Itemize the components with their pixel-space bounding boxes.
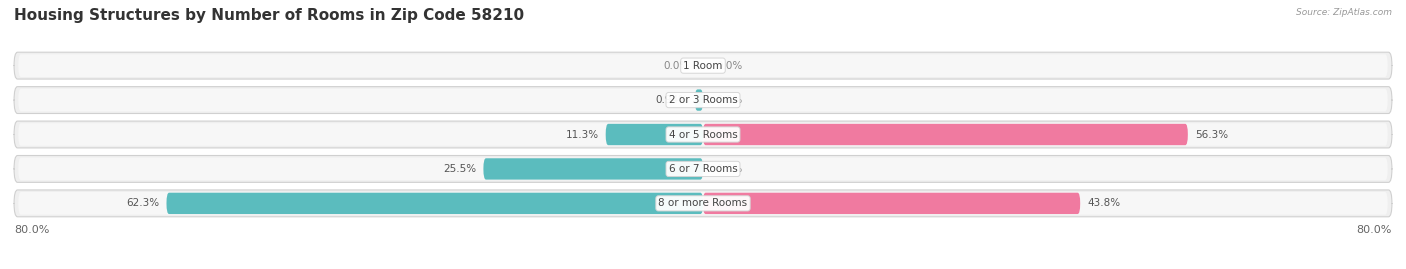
Text: Source: ZipAtlas.com: Source: ZipAtlas.com [1296,8,1392,17]
Text: 1 Room: 1 Room [683,61,723,71]
FancyBboxPatch shape [18,54,1388,77]
Text: 4 or 5 Rooms: 4 or 5 Rooms [669,129,737,140]
FancyBboxPatch shape [14,190,1392,217]
Text: 43.8%: 43.8% [1087,198,1121,208]
FancyBboxPatch shape [484,158,703,180]
FancyBboxPatch shape [18,158,1388,180]
Text: 6 or 7 Rooms: 6 or 7 Rooms [669,164,737,174]
Text: 11.3%: 11.3% [565,129,599,140]
FancyBboxPatch shape [18,89,1388,111]
FancyBboxPatch shape [695,89,703,111]
Text: 80.0%: 80.0% [14,225,49,235]
FancyBboxPatch shape [703,193,1080,214]
FancyBboxPatch shape [166,193,703,214]
Text: 80.0%: 80.0% [1357,225,1392,235]
Text: 0.94%: 0.94% [655,95,688,105]
Text: 0.0%: 0.0% [716,164,742,174]
FancyBboxPatch shape [18,192,1388,215]
Text: 0.0%: 0.0% [664,61,690,71]
FancyBboxPatch shape [14,155,1392,182]
FancyBboxPatch shape [14,87,1392,114]
Text: 56.3%: 56.3% [1195,129,1227,140]
FancyBboxPatch shape [606,124,703,145]
Text: 62.3%: 62.3% [127,198,160,208]
Text: 25.5%: 25.5% [443,164,477,174]
FancyBboxPatch shape [14,121,1392,148]
FancyBboxPatch shape [18,123,1388,146]
Text: 0.0%: 0.0% [716,61,742,71]
Text: 2 or 3 Rooms: 2 or 3 Rooms [669,95,737,105]
Text: Housing Structures by Number of Rooms in Zip Code 58210: Housing Structures by Number of Rooms in… [14,8,524,23]
Text: 8 or more Rooms: 8 or more Rooms [658,198,748,208]
FancyBboxPatch shape [703,124,1188,145]
Text: 0.0%: 0.0% [716,95,742,105]
FancyBboxPatch shape [14,52,1392,79]
